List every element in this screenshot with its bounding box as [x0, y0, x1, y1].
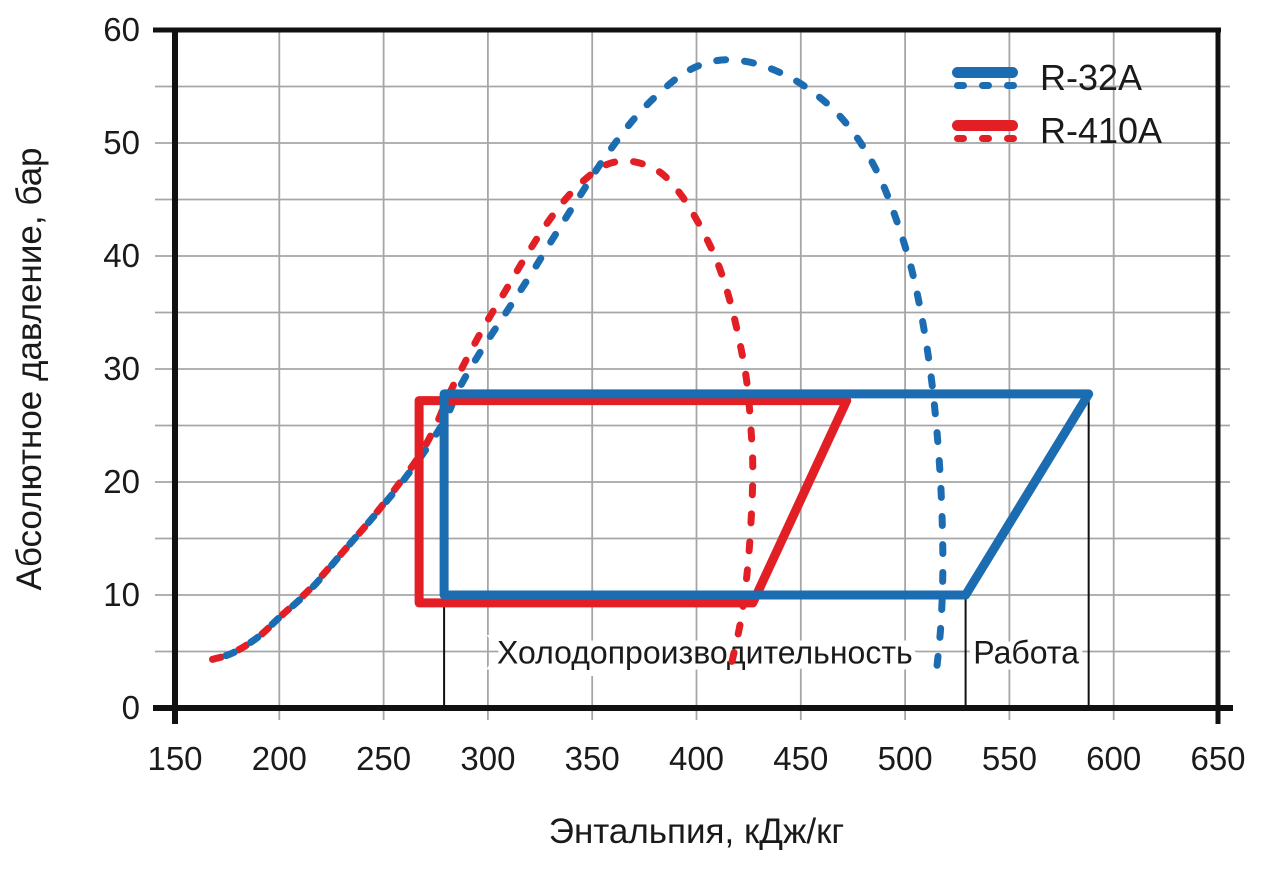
saturation-dome-r-32a — [209, 56, 947, 676]
y-tick-label: 60 — [103, 11, 140, 48]
x-axis-title: Энтальпия, кДж/кг — [548, 812, 845, 851]
x-tick-label: 400 — [669, 740, 724, 777]
x-tick-label: 250 — [356, 740, 411, 777]
legend-dashed-line-icon — [952, 135, 1018, 142]
legend-key-icon — [952, 120, 1018, 142]
legend-item-r-32a: R-32A — [952, 60, 1162, 96]
annotation-label: Работа — [973, 635, 1079, 671]
legend-solid-line-icon — [952, 67, 1018, 78]
x-tick-label: 200 — [252, 740, 307, 777]
x-tick-label: 600 — [1086, 740, 1141, 777]
x-tick-label: 550 — [982, 740, 1037, 777]
legend-label: R-32A — [1040, 57, 1143, 98]
legend-key-icon — [952, 67, 1018, 89]
x-tick-label: 350 — [565, 740, 620, 777]
refrigeration-cycle-r-410a — [414, 396, 852, 608]
annotation-label: Холодопроизводительность — [497, 635, 913, 671]
y-tick-label: 40 — [103, 237, 140, 274]
legend-item-r-410a: R-410A — [952, 113, 1162, 149]
x-tick-label: 450 — [773, 740, 828, 777]
legend: R-32A R-410A — [952, 60, 1162, 149]
y-tick-label: 50 — [103, 124, 140, 161]
y-tick-label: 0 — [122, 689, 140, 726]
legend-solid-line-icon — [952, 120, 1018, 131]
x-tick-label: 300 — [460, 740, 515, 777]
refrigeration-cycle-r-32a — [439, 389, 1094, 600]
y-tick-label: 10 — [103, 576, 140, 613]
legend-label: R-410A — [1040, 110, 1163, 151]
x-tick-label: 500 — [878, 740, 933, 777]
legend-dashed-line-icon — [952, 82, 1018, 89]
x-tick-label: 150 — [147, 740, 202, 777]
y-axis-title: Абсолютное давление, бар — [10, 147, 49, 591]
x-tick-label: 650 — [1190, 740, 1245, 777]
y-tick-label: 20 — [103, 463, 140, 500]
y-tick-label: 30 — [103, 350, 140, 387]
